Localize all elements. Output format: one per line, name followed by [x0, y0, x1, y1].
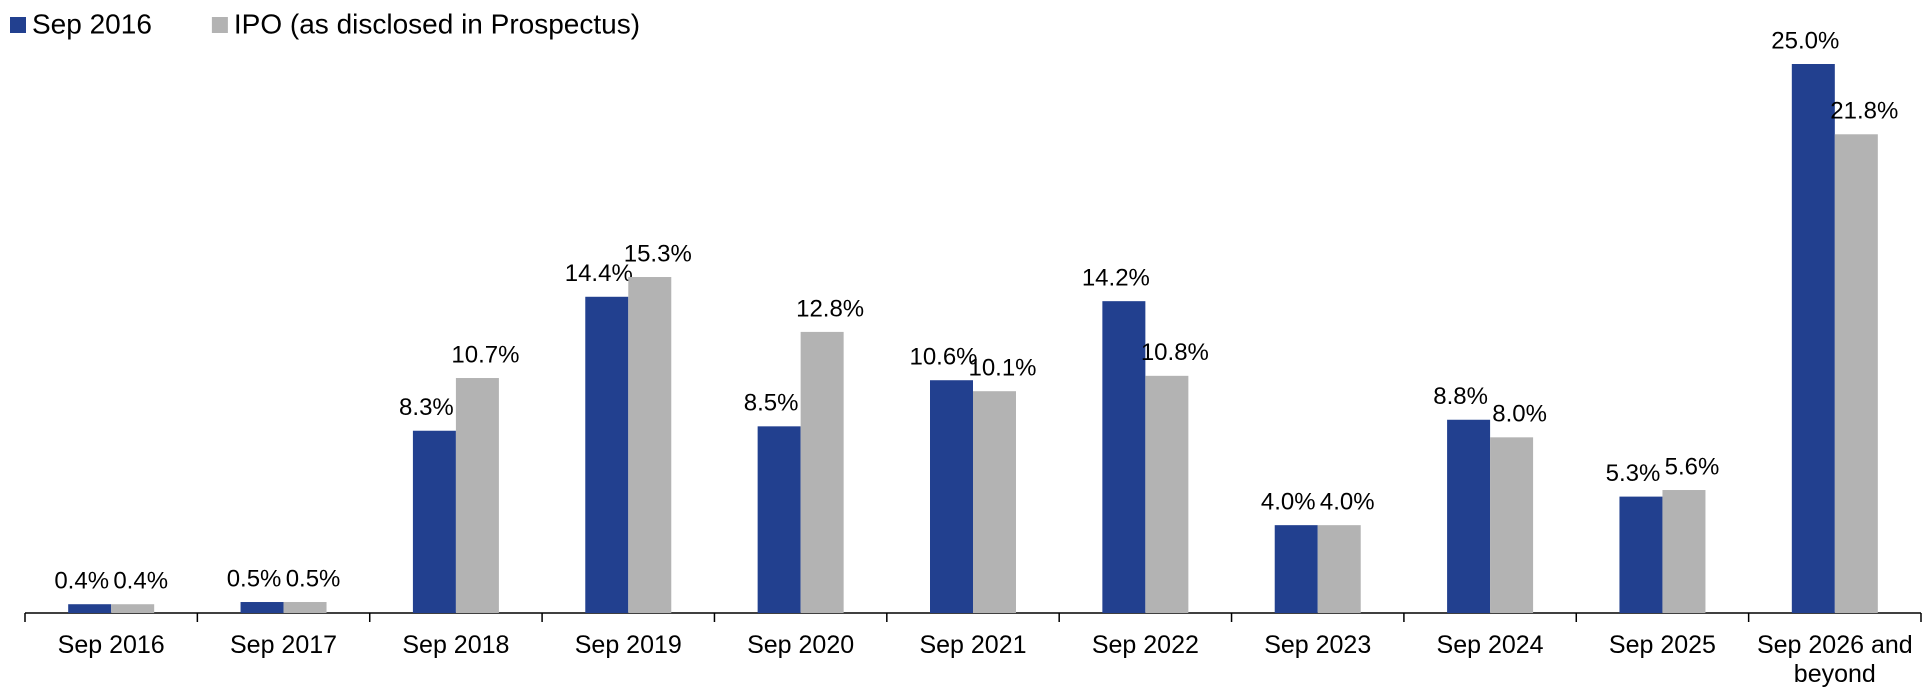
value-label: 12.8%: [796, 295, 864, 322]
bar: [1145, 375, 1189, 613]
bar: [1662, 490, 1706, 613]
bar: [412, 430, 456, 613]
bar: [628, 277, 672, 613]
bar: [757, 426, 801, 613]
bar: [1317, 525, 1361, 613]
bar: [930, 380, 973, 613]
value-label: 4.0%: [1320, 489, 1375, 516]
legend-swatch: [211, 17, 228, 33]
bar: [111, 604, 155, 613]
value-label: 0.4%: [113, 568, 168, 595]
value-label: 10.6%: [909, 344, 977, 371]
value-label: 10.8%: [1141, 339, 1209, 366]
x-tick-label: Sep 2018: [402, 631, 510, 659]
x-tick-label: Sep 2019: [574, 631, 682, 659]
value-label: 25.0%: [1771, 27, 1839, 54]
value-label: 5.6%: [1665, 453, 1720, 480]
value-label: 10.7%: [451, 341, 519, 368]
value-label: 0.4%: [54, 568, 109, 595]
value-label: 0.5%: [227, 565, 282, 592]
bar: [1102, 301, 1146, 613]
bar: [283, 602, 327, 613]
bar: [1274, 525, 1318, 613]
x-tick-label: Sep 2020: [747, 631, 855, 659]
value-label: 8.3%: [399, 394, 454, 421]
bar: [240, 602, 284, 613]
legend-label: Sep 2016: [32, 8, 152, 39]
x-tick-label: Sep 2017: [230, 631, 338, 659]
x-tick-label: Sep 2022: [1091, 631, 1199, 659]
bar: [1619, 496, 1663, 613]
value-label: 14.2%: [1082, 265, 1150, 292]
value-label: 0.5%: [286, 565, 341, 592]
bar: [800, 331, 844, 613]
value-label: 10.1%: [968, 355, 1036, 382]
value-label: 15.3%: [624, 240, 692, 267]
value-label: 8.5%: [744, 390, 799, 417]
x-tick-label: Sep 2025: [1608, 631, 1716, 659]
bar: [1490, 437, 1534, 613]
x-tick-label: Sep 2024: [1436, 631, 1544, 659]
x-tick-label: Sep 2026 and beyond: [1756, 631, 1913, 688]
bar: [973, 391, 1016, 613]
value-label: 8.0%: [1492, 401, 1547, 428]
legend-swatch: [10, 17, 26, 33]
value-label: 21.8%: [1830, 98, 1898, 125]
bar: [68, 604, 112, 613]
bar: [1447, 419, 1491, 613]
value-label: 8.8%: [1433, 383, 1488, 410]
value-label: 14.4%: [565, 260, 633, 287]
bar: [1834, 134, 1878, 613]
value-label: 5.3%: [1606, 460, 1661, 487]
x-tick-label: Sep 2023: [1264, 631, 1372, 659]
x-tick-label: Sep 2021: [919, 631, 1027, 659]
bar: [1791, 64, 1835, 613]
x-tick-label: Sep 2016: [57, 631, 165, 659]
bar: [585, 296, 629, 613]
bar: [455, 378, 499, 613]
value-label: 4.0%: [1261, 489, 1316, 516]
legend-label: IPO (as disclosed in Prospectus): [234, 8, 640, 39]
